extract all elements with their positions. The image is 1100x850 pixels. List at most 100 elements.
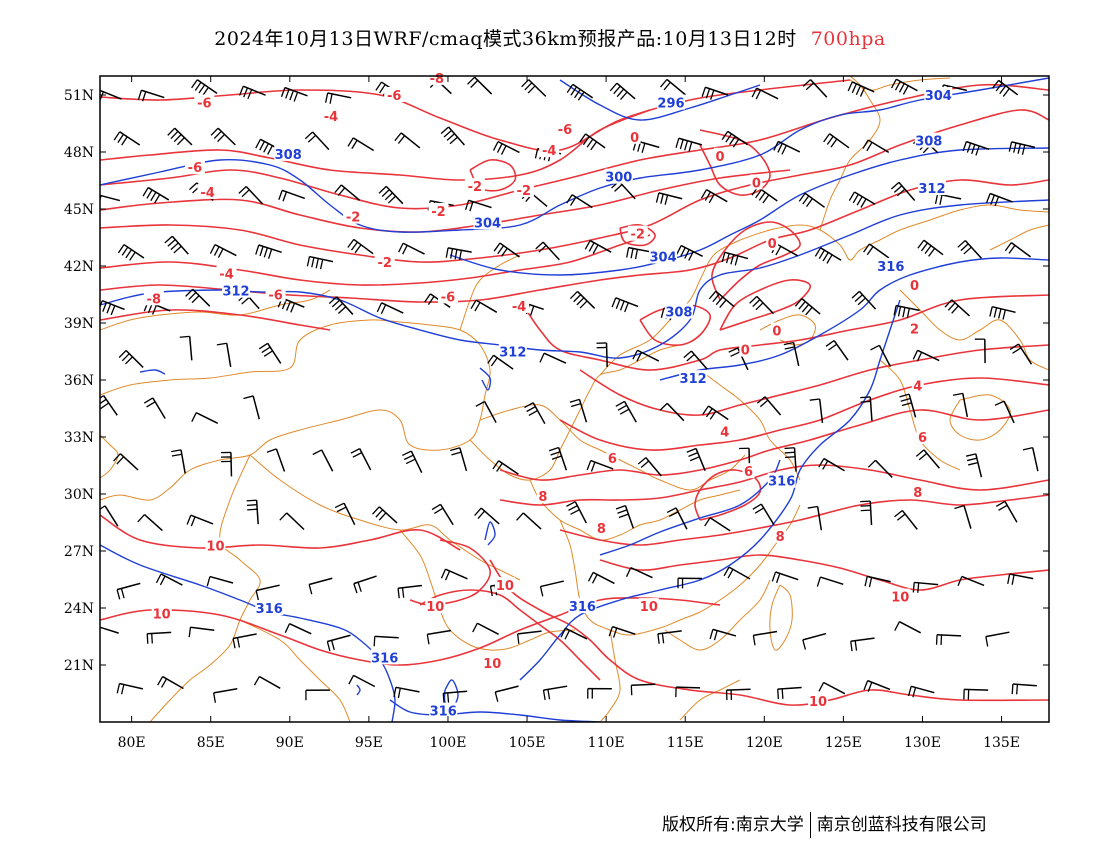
wind-barb bbox=[378, 185, 404, 205]
temperature-label: -2 bbox=[468, 180, 482, 195]
wind-barb bbox=[1011, 683, 1037, 695]
lon-tick-label: 115E bbox=[667, 735, 704, 751]
geopotential-isoline bbox=[389, 699, 601, 722]
boundary-line bbox=[739, 204, 1049, 261]
wind-barb bbox=[962, 140, 990, 156]
boundary-line bbox=[100, 289, 331, 331]
lat-tick-label: 45N bbox=[64, 202, 94, 218]
wind-barb bbox=[596, 342, 608, 367]
wind-barb bbox=[348, 674, 376, 688]
lat-tick-label: 24N bbox=[64, 601, 94, 617]
wind-barb bbox=[626, 246, 653, 260]
temperature-isotherm bbox=[599, 554, 1049, 591]
wind-barb bbox=[700, 188, 728, 204]
wind-barb bbox=[470, 299, 498, 313]
wind-barb bbox=[894, 620, 922, 634]
geopotential-isoline bbox=[559, 79, 761, 121]
wind-barb bbox=[725, 688, 751, 701]
wind-barb bbox=[209, 243, 237, 258]
wind-barb bbox=[100, 505, 119, 527]
temperature-isotherm bbox=[409, 539, 492, 606]
wind-barb bbox=[164, 235, 189, 255]
wind-barb bbox=[609, 82, 636, 101]
wind-barb bbox=[185, 288, 211, 307]
wind-barb bbox=[870, 344, 892, 367]
temperature-label: -4 bbox=[542, 144, 556, 159]
wind-barb bbox=[847, 81, 875, 97]
wind-barb bbox=[246, 499, 259, 525]
wind-barb bbox=[100, 395, 118, 416]
lon-tick-label: 95E bbox=[355, 735, 383, 751]
wind-barb bbox=[802, 79, 828, 98]
wind-barb bbox=[863, 679, 891, 692]
temperature-label: 10 bbox=[206, 539, 224, 554]
temperature-label: 0 bbox=[772, 325, 781, 340]
copyright-company: 南京创蓝科技有限公司 bbox=[816, 815, 987, 835]
wind-barb bbox=[751, 87, 779, 100]
lat-tick-label: 27N bbox=[64, 544, 94, 560]
lon-tick-label: 90E bbox=[276, 735, 304, 751]
wind-barb bbox=[464, 199, 492, 212]
temperature-label: -2 bbox=[346, 211, 360, 226]
wind-barb bbox=[326, 634, 351, 652]
wind-barb bbox=[284, 622, 312, 635]
wind-barb bbox=[394, 132, 421, 149]
boundary-line bbox=[759, 314, 816, 346]
wind-barb bbox=[243, 395, 261, 420]
wind-barb bbox=[952, 392, 969, 418]
wind-barb bbox=[472, 622, 499, 636]
temperature-label: 8 bbox=[776, 530, 785, 545]
boundary-line bbox=[679, 679, 741, 721]
boundary-line bbox=[819, 76, 881, 231]
wind-barb bbox=[494, 685, 519, 702]
temperature-label: 6 bbox=[608, 452, 617, 467]
temperature-label: -6 bbox=[188, 161, 202, 176]
wind-barb bbox=[213, 688, 238, 703]
wind-barb bbox=[524, 402, 546, 425]
boundary-line bbox=[100, 319, 491, 501]
boundary-line bbox=[879, 359, 961, 471]
wind-barb bbox=[179, 335, 193, 361]
wind-barb bbox=[334, 502, 356, 526]
wind-barb bbox=[535, 241, 560, 261]
wind-barb bbox=[117, 243, 145, 261]
wind-barb bbox=[191, 79, 218, 96]
wind-barb bbox=[566, 501, 587, 524]
geopotential-label: 308 bbox=[915, 135, 942, 150]
wind-barb bbox=[818, 457, 845, 472]
wind-barb bbox=[655, 192, 683, 205]
geopotential-label: 312 bbox=[222, 285, 249, 300]
wind-barb bbox=[860, 396, 873, 421]
wind-barb bbox=[442, 690, 468, 704]
lon-tick-label: 100E bbox=[429, 735, 466, 751]
wind-barb bbox=[850, 637, 875, 652]
wind-barb bbox=[539, 580, 565, 597]
temperature-label: 4 bbox=[720, 425, 729, 440]
wind-barb bbox=[1008, 141, 1036, 155]
temperature-isotherm bbox=[559, 494, 1049, 546]
geopotential-contours bbox=[100, 77, 1049, 722]
geopotential-isoline bbox=[659, 257, 1049, 381]
geopotential-isoline bbox=[100, 77, 1049, 233]
wind-barb bbox=[548, 446, 568, 471]
wind-barb bbox=[944, 299, 971, 317]
wind-barb bbox=[350, 448, 372, 471]
temperature-label: -4 bbox=[219, 268, 233, 283]
wind-barb bbox=[188, 626, 215, 638]
wind-barb bbox=[373, 635, 399, 647]
lat-tick-label: 36N bbox=[64, 373, 94, 389]
wind-barb bbox=[848, 191, 876, 208]
wind-barb bbox=[393, 686, 420, 699]
temperature-label: 0 bbox=[741, 344, 750, 359]
wind-barb bbox=[280, 86, 308, 102]
wind-barb bbox=[777, 686, 802, 700]
wind-barb bbox=[579, 133, 606, 151]
wind-barb bbox=[157, 675, 184, 690]
wind-barb bbox=[586, 459, 614, 472]
copyright-separator bbox=[809, 812, 811, 838]
wind-barb bbox=[637, 457, 662, 477]
wind-barb bbox=[475, 400, 497, 423]
temperature-isotherm bbox=[100, 309, 331, 331]
wind-barb bbox=[809, 398, 824, 423]
